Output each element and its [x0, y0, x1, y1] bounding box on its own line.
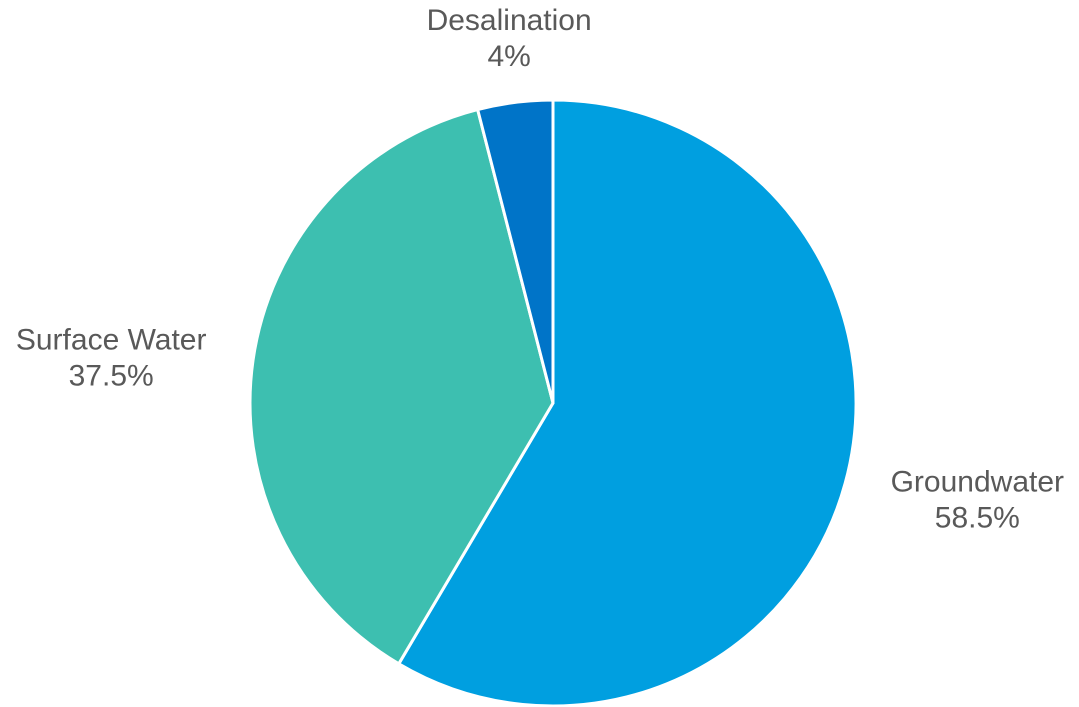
- label-category-desalination: Desalination: [427, 4, 592, 37]
- label-category-surface-water: Surface Water: [16, 324, 207, 357]
- label-category-groundwater: Groundwater: [891, 465, 1064, 498]
- pie-slices: [248, 98, 858, 707]
- label-value-groundwater: 58.5%: [935, 501, 1020, 534]
- pie-slice-groundwater: [397, 98, 858, 707]
- pie-slice-surface-water: [248, 108, 555, 666]
- label-value-desalination: 4%: [487, 40, 530, 73]
- pie-slice-desalination: [476, 98, 555, 405]
- label-value-surface-water: 37.5%: [69, 360, 154, 393]
